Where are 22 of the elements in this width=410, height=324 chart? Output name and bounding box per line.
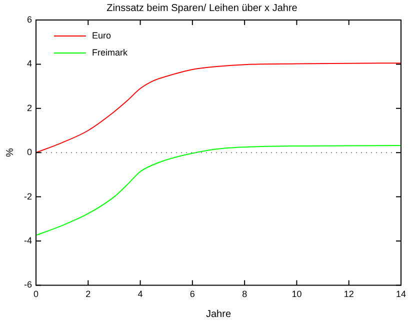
y-tick-label: -2: [24, 191, 32, 202]
x-tick-label: 10: [292, 289, 302, 300]
y-tick-label: 2: [26, 102, 32, 113]
y-tick-label: 4: [26, 58, 32, 69]
y-axis-title: %: [4, 148, 16, 158]
x-tick-label: 2: [86, 289, 91, 300]
x-tick-label: 8: [242, 289, 248, 300]
y-tick-label: 6: [26, 14, 32, 24]
y-tick-label: -6: [24, 280, 32, 290]
x-tick-label: 0: [33, 289, 39, 300]
x-tick-label: 12: [344, 289, 354, 300]
x-axis-title: Jahre: [206, 308, 232, 320]
chart-title: Zinssatz beim Sparen/ Leihen über x Jahre: [106, 2, 298, 14]
x-tick-label: 4: [138, 289, 143, 300]
x-tick-label: 14: [396, 289, 406, 300]
legend-label: Euro: [92, 30, 112, 40]
line-series: [36, 62, 401, 154]
y-tick-label: 0: [26, 147, 32, 158]
x-tick-label: 6: [190, 289, 195, 300]
legend-label: Freimark: [92, 47, 128, 58]
line-series: [36, 145, 401, 236]
y-tick-label: -4: [24, 235, 32, 246]
